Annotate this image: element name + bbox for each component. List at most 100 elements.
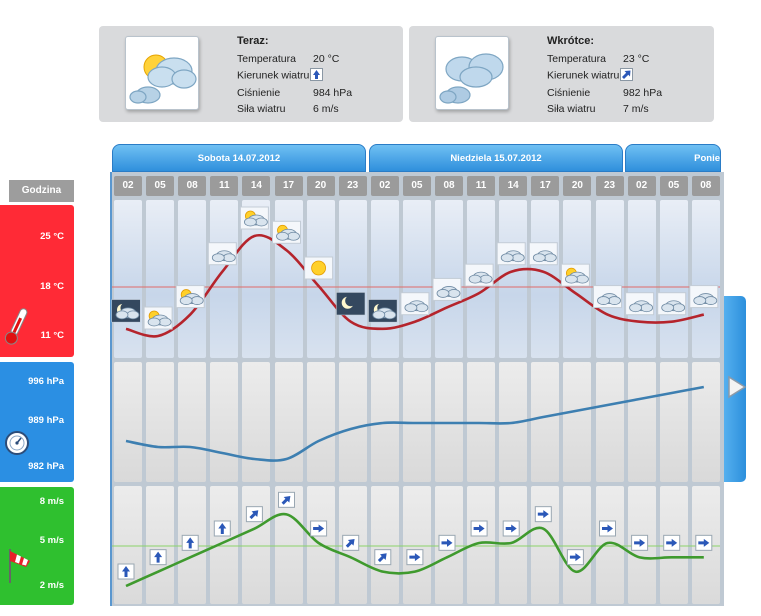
grid-cell	[435, 362, 463, 482]
current-weather-panel: Teraz: Temperatura 20 °C Kierunek wiatru…	[99, 26, 403, 122]
wind-tick-high: 8 m/s	[39, 496, 64, 507]
grid-cell	[531, 486, 560, 604]
now-label-pressure: Ciśnienie	[237, 87, 281, 99]
hour-header: 11	[210, 176, 239, 196]
grid-cell	[563, 200, 592, 358]
grid-cell	[691, 486, 720, 604]
grid-cell	[531, 200, 560, 358]
grid-cell	[595, 362, 624, 482]
soon-value-wind-speed: 7 m/s	[623, 103, 649, 115]
grid-cell	[178, 486, 207, 604]
windsock-icon	[4, 545, 34, 590]
grid-cell	[210, 362, 239, 482]
grid-cell	[402, 362, 431, 482]
hour-header: 17	[274, 176, 303, 196]
wind-tick-mid: 5 m/s	[39, 535, 64, 546]
temperature-tick-mid: 18 °C	[40, 281, 64, 292]
hour-header: 23	[595, 176, 624, 196]
grid-cell	[402, 200, 431, 358]
grid-cell	[563, 486, 592, 604]
hour-header: 08	[691, 176, 720, 196]
hour-header: 05	[402, 176, 431, 196]
hour-header: 17	[531, 176, 560, 196]
pressure-tick-high: 996 hPa	[28, 376, 64, 387]
grid-cell	[306, 486, 335, 604]
soon-label-pressure: Ciśnienie	[547, 87, 591, 99]
temperature-tick-high: 25 °C	[40, 231, 64, 242]
hour-header: 02	[114, 176, 142, 196]
cloudy-icon	[435, 36, 509, 110]
hour-header: 08	[435, 176, 463, 196]
grid-cell	[467, 362, 496, 482]
grid-cell	[338, 200, 367, 358]
grid-cell	[178, 362, 207, 482]
partly-cloudy-icon	[125, 36, 199, 110]
grid-cell	[114, 486, 142, 604]
grid-cell	[627, 362, 656, 482]
hour-header: 05	[146, 176, 175, 196]
day-header-sunday[interactable]: Niedziela 15.07.2012	[369, 144, 623, 172]
now-value-temperature: 20 °C	[313, 53, 340, 65]
now-title: Teraz:	[237, 35, 269, 47]
grid-cell	[274, 200, 303, 358]
grid-cell	[178, 200, 207, 358]
soon-value-temperature: 23 °C	[623, 53, 650, 65]
grid-cell	[499, 200, 528, 358]
grid-cell	[242, 200, 271, 358]
soon-label-temperature: Temperatura	[547, 53, 606, 65]
grid-cell	[659, 200, 688, 358]
hour-header: 23	[338, 176, 367, 196]
grid-cell	[627, 200, 656, 358]
pressure-tick-mid: 989 hPa	[28, 415, 64, 426]
grid-cell	[595, 486, 624, 604]
soon-label-wind-direction-text: Kierunek wiatru	[547, 69, 620, 82]
grid-cell	[242, 486, 271, 604]
grid-cell	[531, 362, 560, 482]
hour-legend-label: Godzina	[9, 180, 74, 202]
hour-header: 20	[306, 176, 335, 196]
grid-cell	[306, 362, 335, 482]
grid-cell	[146, 362, 175, 482]
grid-cell	[435, 200, 463, 358]
temperature-legend: 25 °C 18 °C 11 °C	[0, 205, 74, 357]
wind-tick-low: 2 m/s	[39, 580, 64, 591]
barometer-icon	[4, 430, 30, 461]
grid-cell	[242, 362, 271, 482]
grid-cell	[338, 486, 367, 604]
day-header-saturday[interactable]: Sobota 14.07.2012	[112, 144, 366, 172]
now-label-wind-direction: Kierunek wiatru	[237, 68, 324, 82]
now-value-pressure: 984 hPa	[313, 87, 353, 99]
grid-cell	[691, 362, 720, 482]
pressure-tick-low: 982 hPa	[28, 461, 64, 472]
soon-label-wind-direction: Kierunek wiatru	[547, 68, 634, 82]
grid-cell	[210, 200, 239, 358]
grid-cell	[402, 486, 431, 604]
grid-cell	[370, 486, 399, 604]
soon-title: Wkrótce:	[547, 35, 595, 47]
hour-header: 11	[467, 176, 496, 196]
temperature-tick-low: 11 °C	[40, 330, 64, 341]
grid-cell	[691, 200, 720, 358]
grid-cell	[627, 486, 656, 604]
day-header-monday[interactable]: Ponie	[625, 144, 721, 172]
grid-cell	[659, 362, 688, 482]
grid-cell	[595, 200, 624, 358]
hour-header: 08	[178, 176, 207, 196]
hour-header: 02	[627, 176, 656, 196]
grid-cell	[114, 362, 142, 482]
grid-cell	[338, 362, 367, 482]
wind-direction-north-icon	[310, 68, 324, 81]
soon-label-wind-speed: Siła wiatru	[547, 103, 596, 115]
grid-cell	[435, 486, 463, 604]
wind-direction-northeast-icon	[620, 68, 634, 81]
thermometer-icon	[4, 305, 28, 354]
grid-cell	[563, 362, 592, 482]
forecast-grid: 02 05 08 11 14 17 20 23 02 05 08 11 14 17 20 23 02 05 08	[110, 172, 724, 606]
grid-cell	[114, 200, 142, 358]
wind-legend: 8 m/s 5 m/s 2 m/s	[0, 487, 74, 605]
now-label-temperature: Temperatura	[237, 53, 296, 65]
hour-header: 20	[563, 176, 592, 196]
scroll-right-arrow-icon[interactable]	[726, 374, 748, 400]
grid-cell	[274, 362, 303, 482]
hour-header: 14	[499, 176, 528, 196]
